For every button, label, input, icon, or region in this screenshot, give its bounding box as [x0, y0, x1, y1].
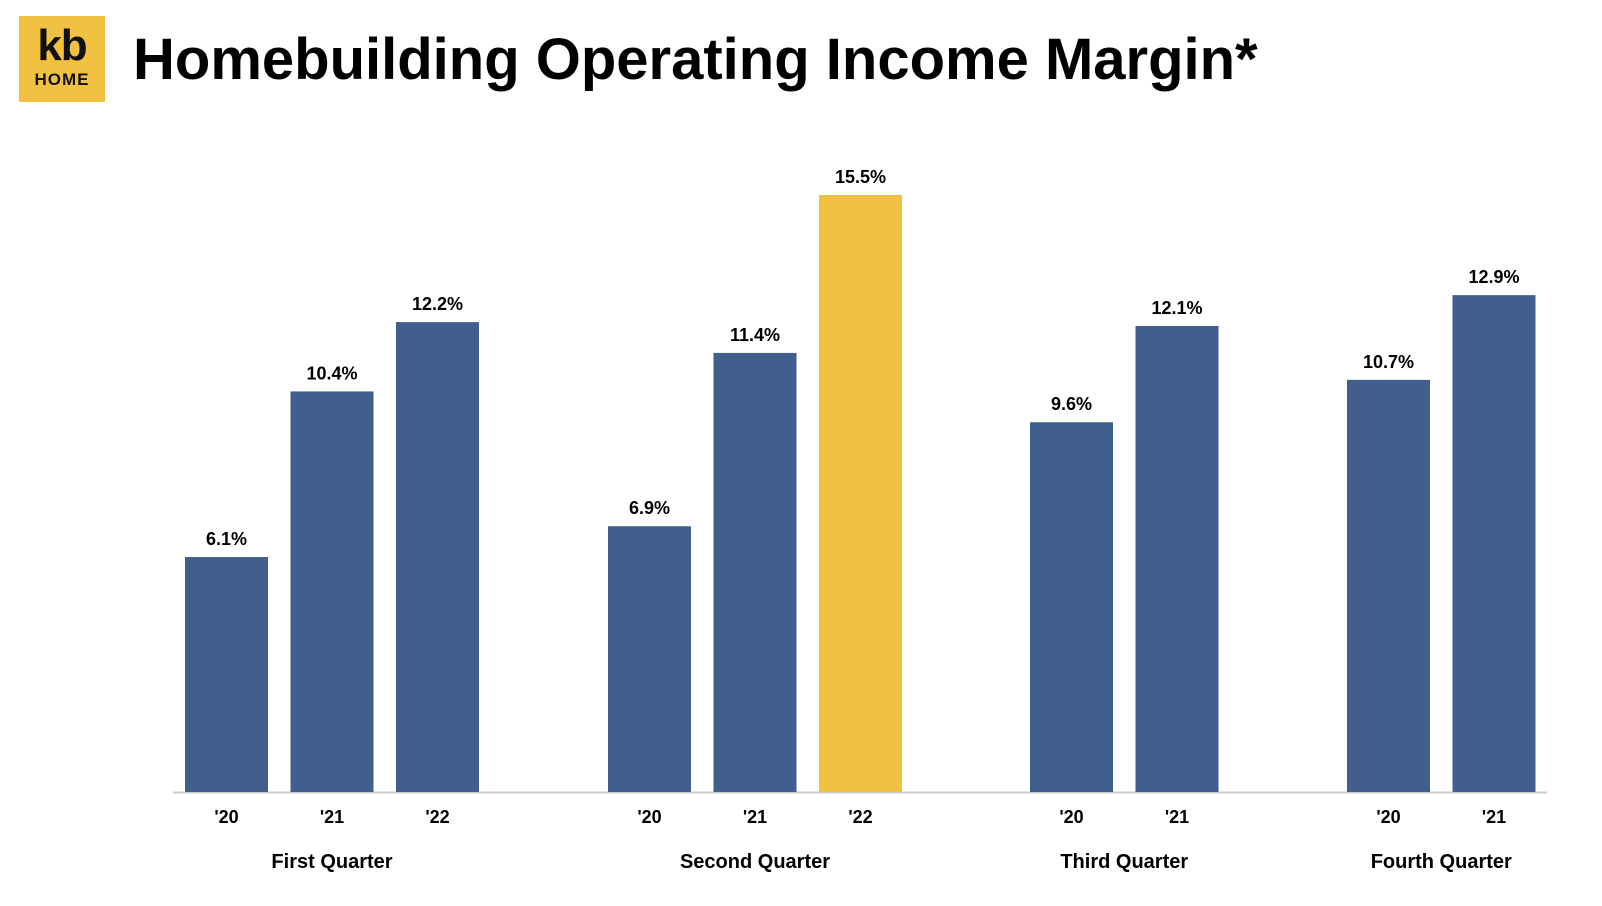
- bar-group: 9.6% '20 12.1% '21 Third Quarter: [1030, 298, 1219, 873]
- logo-kb-text: kb: [37, 21, 87, 70]
- bar-group: 6.1% '20 10.4% '21 12.2% '22 First Quarter: [185, 294, 479, 873]
- data-label: 15.5%: [835, 167, 886, 187]
- bar: [819, 195, 902, 792]
- kb-home-logo: kb HOME: [19, 16, 105, 102]
- data-label: 6.9%: [629, 498, 670, 518]
- group-label: First Quarter: [271, 851, 392, 873]
- data-label: 12.2%: [412, 294, 463, 314]
- bar: [608, 526, 691, 792]
- x-tick-label: '22: [425, 807, 449, 827]
- x-tick-label: '21: [743, 807, 767, 827]
- bar: [290, 391, 374, 792]
- x-tick-label: '20: [637, 807, 661, 827]
- data-label: 11.4%: [730, 325, 780, 345]
- x-tick-label: '20: [1059, 807, 1083, 827]
- bar: [713, 352, 797, 792]
- bar-group: 10.7% '20 12.9% '21 Fourth Quarter: [1347, 267, 1536, 873]
- bar: [1030, 422, 1113, 792]
- bar: [396, 322, 479, 792]
- group-label: Third Quarter: [1060, 851, 1188, 873]
- bars-layer: 6.1% '20 10.4% '21 12.2% '22 First Quarter 6.9%…: [185, 167, 1536, 873]
- x-tick-label: '20: [1376, 807, 1400, 827]
- x-tick-label: '21: [1165, 807, 1189, 827]
- x-tick-label: '21: [1482, 807, 1506, 827]
- data-label: 9.6%: [1051, 394, 1092, 414]
- logo-home-text: HOME: [34, 70, 90, 89]
- x-tick-label: '21: [320, 807, 344, 827]
- data-label: 12.9%: [1468, 267, 1519, 287]
- data-label: 12.1%: [1151, 298, 1202, 318]
- data-label: 10.4%: [306, 363, 357, 383]
- group-label: Fourth Quarter: [1371, 851, 1512, 873]
- data-label: 10.7%: [1363, 352, 1414, 372]
- bar-group: 6.9% '20 11.4% '21 15.5% '22 Second Quarter: [608, 167, 902, 873]
- data-label: 6.1%: [206, 529, 247, 549]
- page-title: Homebuilding Operating Income Margin*: [133, 27, 1258, 92]
- bar: [1135, 325, 1219, 792]
- bar: [1347, 379, 1430, 792]
- group-label: Second Quarter: [680, 851, 830, 873]
- x-tick-label: '22: [848, 807, 872, 827]
- x-tick-label: '20: [214, 807, 238, 827]
- bar: [185, 557, 268, 792]
- bar: [1452, 295, 1536, 792]
